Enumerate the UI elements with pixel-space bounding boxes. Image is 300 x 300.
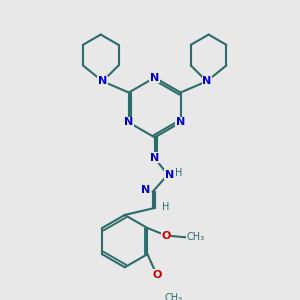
Text: N: N [150, 73, 159, 82]
Text: N: N [176, 117, 185, 128]
Text: O: O [161, 230, 171, 241]
Text: N: N [150, 153, 159, 163]
Text: O: O [152, 270, 161, 280]
Text: H: H [162, 202, 169, 212]
Text: CH₃: CH₃ [164, 293, 183, 300]
Text: H: H [175, 168, 183, 178]
Text: N: N [202, 76, 212, 86]
Text: CH₃: CH₃ [187, 232, 205, 242]
Text: N: N [141, 185, 150, 195]
Text: N: N [98, 76, 107, 86]
Text: N: N [124, 117, 134, 128]
Text: N: N [165, 170, 174, 180]
